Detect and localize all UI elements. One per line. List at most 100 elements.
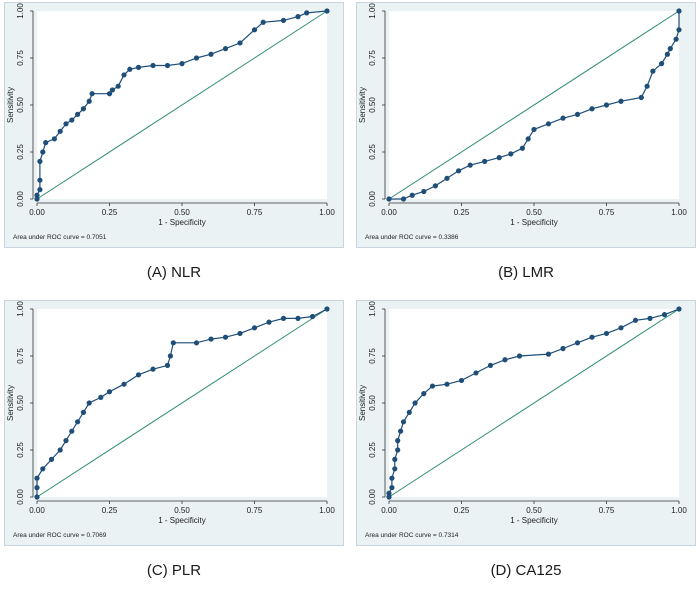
x-tick-label: 0.25 [454,208,470,217]
roc-point [251,27,258,33]
y-tick-label: 0.75 [368,50,377,66]
roc-curve-line [36,10,328,199]
y-axis-label: Sensitivity [6,385,15,421]
y-tick-label: 0.75 [16,50,25,66]
roc-point [37,158,43,164]
roc-point [121,381,127,387]
x-tick-label: 1.00 [319,208,335,217]
roc-point [86,98,92,104]
roc-point [516,353,523,359]
y-axis-label: Sensitivity [6,87,15,123]
y-axis-label: Sensitivity [358,385,367,421]
roc-point [164,62,171,69]
plot-frame: 0.00 0.25 0.50 0.75 1.00 0.00 0.25 0.50 0.75 1.00… [4,2,344,248]
roc-point [389,485,395,491]
roc-point [386,490,392,496]
roc-point [545,351,552,357]
reference-line [36,308,328,498]
roc-point [429,383,436,389]
roc-point [650,68,656,74]
roc-point [106,91,113,97]
roc-point [80,106,86,112]
roc-point [545,121,552,127]
x-tick-label: 0.25 [454,506,470,515]
roc-point [618,325,624,331]
roc-point [324,8,330,14]
roc-point [150,366,156,372]
roc-point [34,192,40,198]
roc-point [574,340,581,346]
roc-point [589,334,595,340]
x-axis-label: 1 - Specificity [510,218,558,227]
roc-point [519,145,525,151]
roc-chart-svg: 0.00 0.25 0.50 0.75 1.00 0.00 0.25 0.50 0.75 1.00… [358,3,687,241]
roc-panel-ca125: 0.00 0.25 0.50 0.75 1.00 0.00 0.25 0.50 0.75 1.00… [356,300,696,590]
x-tick-label: 0.00 [381,208,397,217]
roc-point [40,466,46,472]
x-tick-label: 0.75 [599,208,615,217]
roc-chart-svg: 0.00 0.25 0.50 0.75 1.00 0.00 0.25 0.50 0.75 1.00… [6,3,335,241]
roc-point [456,168,462,174]
roc-point [676,306,682,312]
x-tick-label: 1.00 [671,208,687,217]
plot-frame: 0.00 0.25 0.50 0.75 1.00 0.00 0.25 0.50 0.75 1.00… [356,300,696,546]
y-tick-label: 0.50 [368,97,377,113]
x-tick-label: 0.75 [599,506,615,515]
roc-point [63,438,69,444]
y-tick-label: 0.75 [368,348,377,364]
roc-point [237,330,243,337]
roc-point [667,46,673,52]
roc-point [34,485,40,491]
x-tick-label: 0.50 [174,208,190,217]
roc-chart-svg: 0.00 0.25 0.50 0.75 1.00 0.00 0.25 0.50 0.75 1.00… [358,301,687,539]
roc-point [164,362,171,368]
y-tick-label: 0.50 [16,97,25,113]
roc-point [222,334,229,340]
roc-point [632,317,639,323]
roc-point [266,319,272,325]
y-tick-label: 0.00 [368,489,377,505]
roc-point [170,340,176,346]
roc-point [647,315,653,321]
roc-point [69,428,75,434]
roc-point [395,438,401,444]
roc-point [57,447,63,453]
roc-point [57,128,63,134]
y-tick-label: 0.00 [16,489,25,505]
auc-annotation: Area under ROC curve = 0.7314 [365,532,459,539]
y-tick-label: 1.00 [16,3,25,19]
roc-point [40,149,46,155]
roc-point [392,456,398,462]
roc-point [193,55,200,61]
roc-point [406,409,412,415]
roc-point [603,330,610,337]
roc-point [34,196,40,202]
x-tick-label: 0.75 [247,506,263,515]
roc-point [63,121,69,127]
roc-point [208,51,214,57]
roc-point [115,83,121,89]
roc-point [280,17,287,23]
roc-point [421,391,427,397]
roc-point [304,10,310,16]
roc-point [421,188,427,195]
roc-point [48,456,55,462]
roc-point [525,136,531,142]
roc-point [432,183,438,189]
roc-point [386,494,392,500]
roc-point [150,62,156,69]
y-tick-label: 0.25 [368,442,377,458]
roc-point [409,192,415,198]
y-axis-label: Sensitivity [358,87,367,123]
x-tick-label: 0.25 [102,506,118,515]
roc-point [193,340,200,346]
roc-point [496,155,502,161]
y-tick-label: 1.00 [368,3,377,19]
roc-point [75,111,81,117]
y-tick-label: 0.00 [368,191,377,207]
roc-point [502,357,508,363]
x-tick-label: 0.50 [526,208,542,217]
x-tick-label: 0.50 [174,506,190,515]
x-tick-label: 0.00 [381,506,397,515]
reference-line [388,10,680,200]
